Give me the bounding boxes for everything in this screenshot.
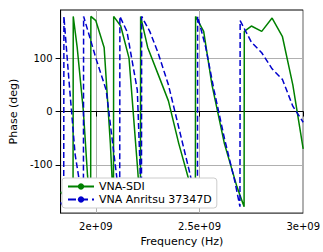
svg-text:Frequency (Hz): Frequency (Hz) (140, 235, 223, 248)
svg-text:0: 0 (46, 106, 52, 117)
svg-text:-100: -100 (30, 159, 53, 170)
svg-text:2e+09: 2e+09 (79, 221, 113, 232)
svg-text:VNA Anritsu 37347D: VNA Anritsu 37347D (99, 193, 212, 206)
svg-text:2.5e+09: 2.5e+09 (178, 221, 221, 232)
svg-text:Phase (deg): Phase (deg) (7, 79, 20, 145)
svg-text:VNA-SDI: VNA-SDI (99, 180, 145, 193)
svg-text:3e+09: 3e+09 (286, 221, 320, 232)
svg-text:100: 100 (34, 53, 53, 64)
